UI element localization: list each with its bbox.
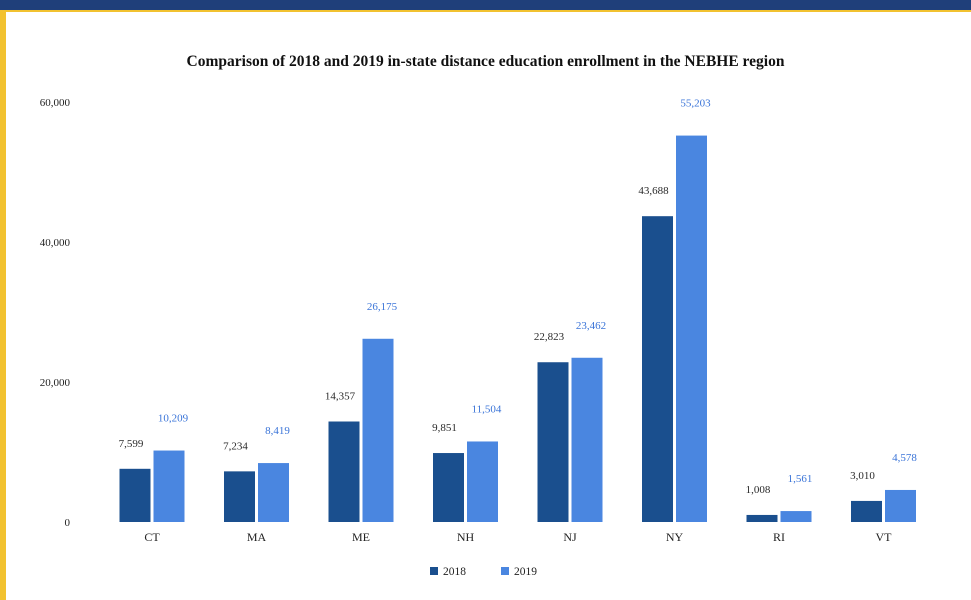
- data-label-2019-VT: 4,578: [892, 452, 917, 464]
- bar-2018-ME: [328, 421, 360, 522]
- legend-label-2019: 2019: [514, 566, 537, 578]
- y-tick-label: 20,000: [40, 377, 71, 389]
- bar-2018-RI: [746, 514, 778, 522]
- data-label-2018-VT: 3,010: [850, 470, 875, 482]
- bar-2019-NY: [676, 135, 707, 523]
- bar-2018-MA: [224, 471, 255, 522]
- x-tick-label-CT: CT: [144, 530, 160, 544]
- chart-title: Comparison of 2018 and 2019 in-state dis…: [186, 53, 785, 70]
- x-tick-label-ME: ME: [352, 530, 370, 544]
- data-label-2018-NH: 9,851: [432, 422, 457, 434]
- data-label-2019-NY: 55,203: [680, 98, 711, 110]
- data-label-2019-RI: 1,561: [788, 473, 813, 485]
- bar-2019-ME: [362, 338, 394, 522]
- y-tick-label: 40,000: [40, 237, 71, 249]
- bar-2019-CT: [153, 450, 185, 522]
- bar-2018-VT: [851, 500, 882, 522]
- data-label-2019-CT: 10,209: [158, 413, 189, 425]
- bar-2019-VT: [885, 489, 916, 522]
- x-tick-label-RI: RI: [773, 530, 785, 544]
- data-label-2018-MA: 7,234: [223, 440, 248, 452]
- data-label-2019-NH: 11,504: [472, 403, 502, 415]
- data-label-2019-MA: 8,419: [265, 425, 290, 437]
- x-tick-label-NJ: NJ: [563, 530, 577, 544]
- y-tick-label: 0: [65, 517, 71, 529]
- bar-2019-RI: [780, 511, 812, 522]
- bar-2018-NH: [433, 453, 464, 522]
- x-tick-label-VT: VT: [876, 530, 893, 544]
- y-tick-label: 60,000: [40, 97, 71, 109]
- bar-2018-NJ: [537, 362, 569, 522]
- x-tick-label-NH: NH: [457, 530, 475, 544]
- data-label-2019-ME: 26,175: [367, 301, 398, 313]
- x-tick-label-NY: NY: [666, 530, 684, 544]
- bar-2018-NY: [642, 216, 673, 522]
- bar-2019-NH: [467, 441, 498, 522]
- x-tick-label-MA: MA: [247, 530, 267, 544]
- data-label-2018-NY: 43,688: [638, 185, 669, 197]
- bar-2019-MA: [258, 463, 289, 522]
- bar-2018-CT: [119, 468, 151, 522]
- bar-2019-NJ: [571, 357, 603, 522]
- data-label-2018-ME: 14,357: [325, 391, 356, 403]
- data-label-2018-RI: 1,008: [746, 484, 771, 496]
- legend-swatch-2018: [430, 567, 438, 575]
- data-label-2018-CT: 7,599: [119, 438, 144, 450]
- legend-swatch-2019: [501, 567, 509, 575]
- data-label-2018-NJ: 22,823: [534, 331, 565, 343]
- legend-label-2018: 2018: [443, 566, 466, 578]
- data-label-2019-NJ: 23,462: [576, 320, 606, 332]
